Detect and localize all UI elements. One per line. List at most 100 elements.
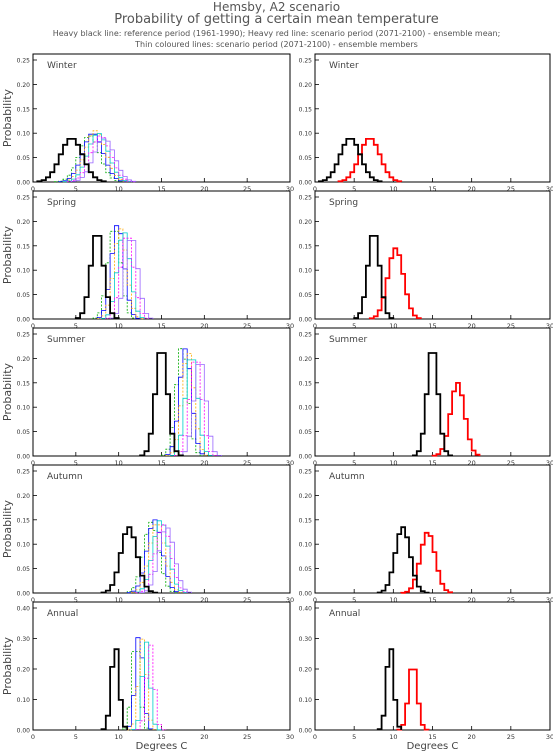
y-tick-label: 0.05	[299, 566, 313, 573]
y-tick-label: 0.15	[299, 243, 313, 250]
member-series-line	[135, 644, 167, 731]
y-tick-label: 0.15	[299, 517, 313, 524]
season-label: Summer	[47, 335, 85, 345]
x-tick-label: 25	[507, 459, 515, 467]
season-label: Annual	[329, 609, 360, 619]
y-tick-label: 0.00	[299, 454, 313, 461]
x-tick-label: 15	[157, 459, 165, 467]
y-tick-label: 0.05	[299, 155, 313, 162]
y-tick-label: 0.05	[299, 292, 313, 299]
plot-frame-annual-means	[314, 601, 551, 731]
x-tick-label: 0	[313, 459, 317, 467]
x-axis-label: Degrees C	[136, 741, 188, 752]
plot-frame-summer-members	[32, 327, 291, 457]
y-tick-label: 0.00	[17, 591, 31, 598]
scenario-mean-line	[337, 138, 403, 183]
chart-title: Hemsby, A2 scenario	[212, 0, 341, 14]
x-tick-label: 30	[286, 459, 294, 467]
member-series-line	[96, 228, 145, 320]
member-series-line	[178, 364, 222, 456]
member-series-line	[131, 641, 162, 731]
x-tick-label: 25	[243, 596, 251, 604]
x-tick-label: 25	[243, 322, 251, 330]
x-tick-label: 10	[389, 459, 397, 467]
member-series-line	[71, 137, 137, 182]
y-tick-label: 0.10	[299, 697, 313, 704]
y-tick-label: 0.10	[17, 268, 31, 275]
x-tick-label: 5	[74, 185, 78, 193]
season-label: Annual	[47, 609, 78, 619]
reference-line	[36, 138, 107, 183]
y-tick-label: 0.05	[299, 429, 313, 436]
y-tick-label: 0.20	[17, 667, 31, 674]
x-tick-label: 20	[200, 596, 208, 604]
y-tick-label: 0.15	[17, 517, 31, 524]
plot-frame-spring-means	[314, 190, 551, 320]
x-tick-label: 30	[286, 185, 294, 193]
y-tick-label: 0.20	[299, 82, 313, 89]
y-tick-label: 0.20	[17, 356, 31, 363]
y-tick-label: 0.25	[17, 469, 31, 476]
x-tick-label: 0	[313, 185, 317, 193]
x-tick-label: 0	[313, 733, 317, 741]
y-tick-label: 0.10	[299, 542, 313, 549]
plot-frame-winter-members	[32, 53, 291, 183]
y-axis-label: Probability	[1, 88, 14, 147]
x-tick-label: 15	[157, 733, 165, 741]
x-tick-label: 20	[468, 459, 476, 467]
y-tick-label: 0.25	[299, 195, 313, 202]
x-tick-label: 20	[468, 596, 476, 604]
y-tick-label: 0.20	[299, 493, 313, 500]
y-tick-label: 0.00	[17, 728, 31, 735]
member-series-line	[62, 133, 132, 183]
season-label: Summer	[329, 335, 367, 345]
chart-subtitle: Probability of getting a certain mean te…	[114, 12, 439, 27]
scenario-mean-line	[396, 668, 430, 731]
member-series-line	[62, 130, 128, 182]
x-tick-label: 25	[243, 185, 251, 193]
reference-line	[100, 526, 159, 594]
y-tick-label: 0.05	[17, 429, 31, 436]
reference-line	[376, 526, 430, 594]
y-tick-label: 0.25	[299, 332, 313, 339]
y-axis-label: Probability	[1, 499, 14, 558]
x-tick-label: 0	[31, 185, 35, 193]
member-series-line	[126, 519, 179, 594]
season-label: Winter	[329, 61, 359, 71]
x-tick-label: 15	[428, 733, 436, 741]
y-tick-label: 0.25	[17, 332, 31, 339]
reference-line	[318, 138, 383, 183]
x-tick-label: 15	[428, 185, 436, 193]
x-tick-label: 10	[389, 185, 397, 193]
y-tick-label: 0.10	[17, 131, 31, 138]
x-tick-label: 5	[352, 459, 356, 467]
y-tick-label: 0.00	[17, 454, 31, 461]
y-tick-label: 0.30	[17, 636, 31, 643]
scenario-mean-line	[431, 382, 481, 457]
y-tick-label: 0.15	[299, 380, 313, 387]
y-tick-label: 0.05	[17, 566, 31, 573]
y-tick-label: 0.30	[299, 636, 313, 643]
reference-line	[100, 648, 129, 730]
x-tick-label: 10	[115, 459, 123, 467]
y-tick-label: 0.40	[299, 606, 313, 613]
reference-line	[412, 352, 453, 457]
y-tick-label: 0.10	[299, 268, 313, 275]
x-tick-label: 15	[157, 596, 165, 604]
member-series-line	[96, 225, 141, 319]
y-tick-label: 0.10	[17, 697, 31, 704]
x-tick-label: 0	[31, 596, 35, 604]
plot-frame-annual-members	[32, 601, 291, 731]
y-tick-label: 0.20	[299, 667, 313, 674]
x-axis-label: Degrees C	[407, 741, 459, 752]
y-tick-label: 0.25	[17, 195, 31, 202]
x-tick-label: 20	[200, 185, 208, 193]
x-tick-label: 30	[546, 322, 553, 330]
x-tick-label: 5	[74, 596, 78, 604]
x-tick-label: 5	[74, 733, 78, 741]
x-tick-label: 30	[546, 459, 553, 467]
x-tick-label: 15	[157, 322, 165, 330]
y-tick-label: 0.10	[299, 405, 313, 412]
x-tick-label: 15	[428, 459, 436, 467]
